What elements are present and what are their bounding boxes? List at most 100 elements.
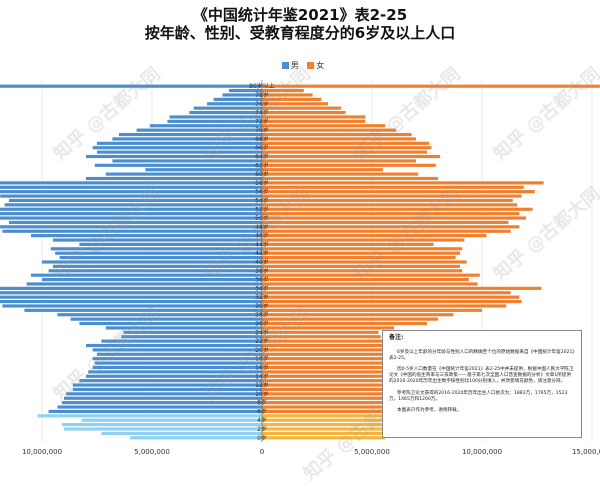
bar-female: [262, 330, 379, 334]
bar-female: [262, 304, 507, 308]
bar-female: [262, 172, 419, 176]
bar-female: [262, 418, 430, 422]
bar-female: [262, 115, 366, 119]
bar-male: [88, 370, 262, 374]
bar-male: [55, 251, 263, 255]
chart-subtitle: 按年龄、性别、受教育程度分的6岁及以上人口: [144, 24, 456, 42]
legend: 男 女: [0, 60, 600, 71]
bar-male: [72, 383, 262, 387]
bar-female: [262, 119, 366, 123]
bar-male: [105, 326, 262, 330]
bar-male: [57, 313, 263, 317]
age-tick-label: 46岁: [255, 232, 269, 240]
age-tick-label: 50岁: [255, 214, 269, 222]
bar-female: [262, 141, 430, 145]
x-tick-label: 15,000,000: [572, 448, 600, 456]
bar-male: [145, 168, 262, 172]
bar-male: [86, 374, 262, 378]
bar-female: [262, 282, 478, 286]
bar-male: [112, 159, 263, 163]
bar-male: [61, 423, 262, 427]
age-tick-label: 12岁: [255, 381, 269, 389]
bar-female: [262, 185, 524, 189]
bar-female: [262, 176, 438, 181]
bar-female: [262, 198, 513, 203]
bar-male: [136, 128, 262, 132]
note-box: 备注: 6岁及以上年龄的分年龄与性别人口的精确至个位的原始数据来自《中国统计年鉴…: [382, 330, 582, 438]
bar-female: [262, 159, 416, 163]
bar-male: [64, 396, 262, 400]
bar-female: [262, 392, 447, 396]
bar-male: [64, 427, 262, 431]
age-tick-label: 4岁: [257, 416, 267, 424]
age-tick-label: 32岁: [255, 293, 269, 301]
bar-female: [262, 273, 480, 277]
bar-male: [2, 229, 263, 233]
bar-female: [262, 207, 533, 211]
bar-female: [262, 291, 511, 295]
bar-male: [79, 379, 263, 383]
bar-female: [262, 132, 412, 137]
bar-female: [262, 251, 460, 255]
bar-male: [57, 405, 263, 409]
age-tick-label: 24岁: [255, 328, 269, 336]
age-tick-label: 44岁: [255, 240, 269, 248]
age-tick-label: 16岁: [255, 363, 269, 371]
bar-male: [97, 352, 262, 356]
bar-female: [262, 84, 600, 88]
bar-male: [0, 291, 262, 295]
bar-male: [167, 119, 262, 123]
bar-male: [0, 216, 263, 220]
bar-female: [262, 146, 432, 150]
bar-male: [42, 260, 262, 264]
bar-female: [262, 93, 313, 97]
bar-male: [0, 286, 263, 290]
bar-female: [262, 89, 304, 93]
age-tick-label: 72岁: [255, 117, 269, 125]
bar-male: [0, 295, 262, 299]
bar-female: [262, 299, 522, 304]
legend-swatch-male: [281, 62, 289, 69]
bar-female: [262, 396, 449, 400]
bar-female: [262, 409, 471, 414]
age-tick-label: 20岁: [255, 346, 269, 354]
bar-female: [262, 414, 471, 418]
bar-male: [123, 330, 263, 334]
bar-male: [72, 387, 262, 392]
bar-male: [101, 431, 263, 435]
bar-female: [262, 431, 408, 435]
age-tick-label: 48岁: [255, 223, 269, 231]
bar-male: [0, 185, 262, 189]
age-tick-label: 78岁: [255, 91, 269, 99]
bar-male: [66, 392, 262, 396]
bar-male: [9, 198, 262, 203]
bar-female: [262, 128, 397, 132]
bar-female: [262, 277, 469, 282]
bar-female: [262, 190, 535, 194]
age-tick-label: 42岁: [255, 249, 269, 257]
bar-female: [262, 216, 526, 220]
bar-male: [31, 273, 262, 277]
age-tick-label: 70岁: [255, 126, 269, 134]
bar-male: [92, 348, 262, 352]
bar-male: [105, 172, 262, 176]
note-paragraph: 参考陈卫论文获得的2016-2020年历年出生人口依次为：1883万，1765万…: [389, 390, 568, 402]
bar-female: [262, 154, 441, 159]
bar-female: [262, 374, 425, 378]
age-tick-label: 62岁: [255, 161, 269, 169]
bar-male: [222, 93, 262, 97]
age-tick-label: 36岁: [255, 276, 269, 284]
age-tick-label: 8岁: [257, 399, 267, 407]
bar-female: [262, 163, 436, 167]
age-tick-label: 28岁: [255, 311, 269, 319]
bar-male: [79, 321, 263, 326]
age-tick-label: 6岁: [257, 407, 267, 415]
age-tick-label: 54岁: [255, 196, 269, 204]
bar-female: [262, 124, 386, 128]
age-tick-label: 64岁: [255, 153, 269, 161]
bar-female: [262, 220, 509, 225]
bar-male: [0, 225, 262, 229]
bar-male: [79, 242, 263, 247]
bar-male: [70, 317, 262, 321]
bar-female: [262, 361, 412, 365]
